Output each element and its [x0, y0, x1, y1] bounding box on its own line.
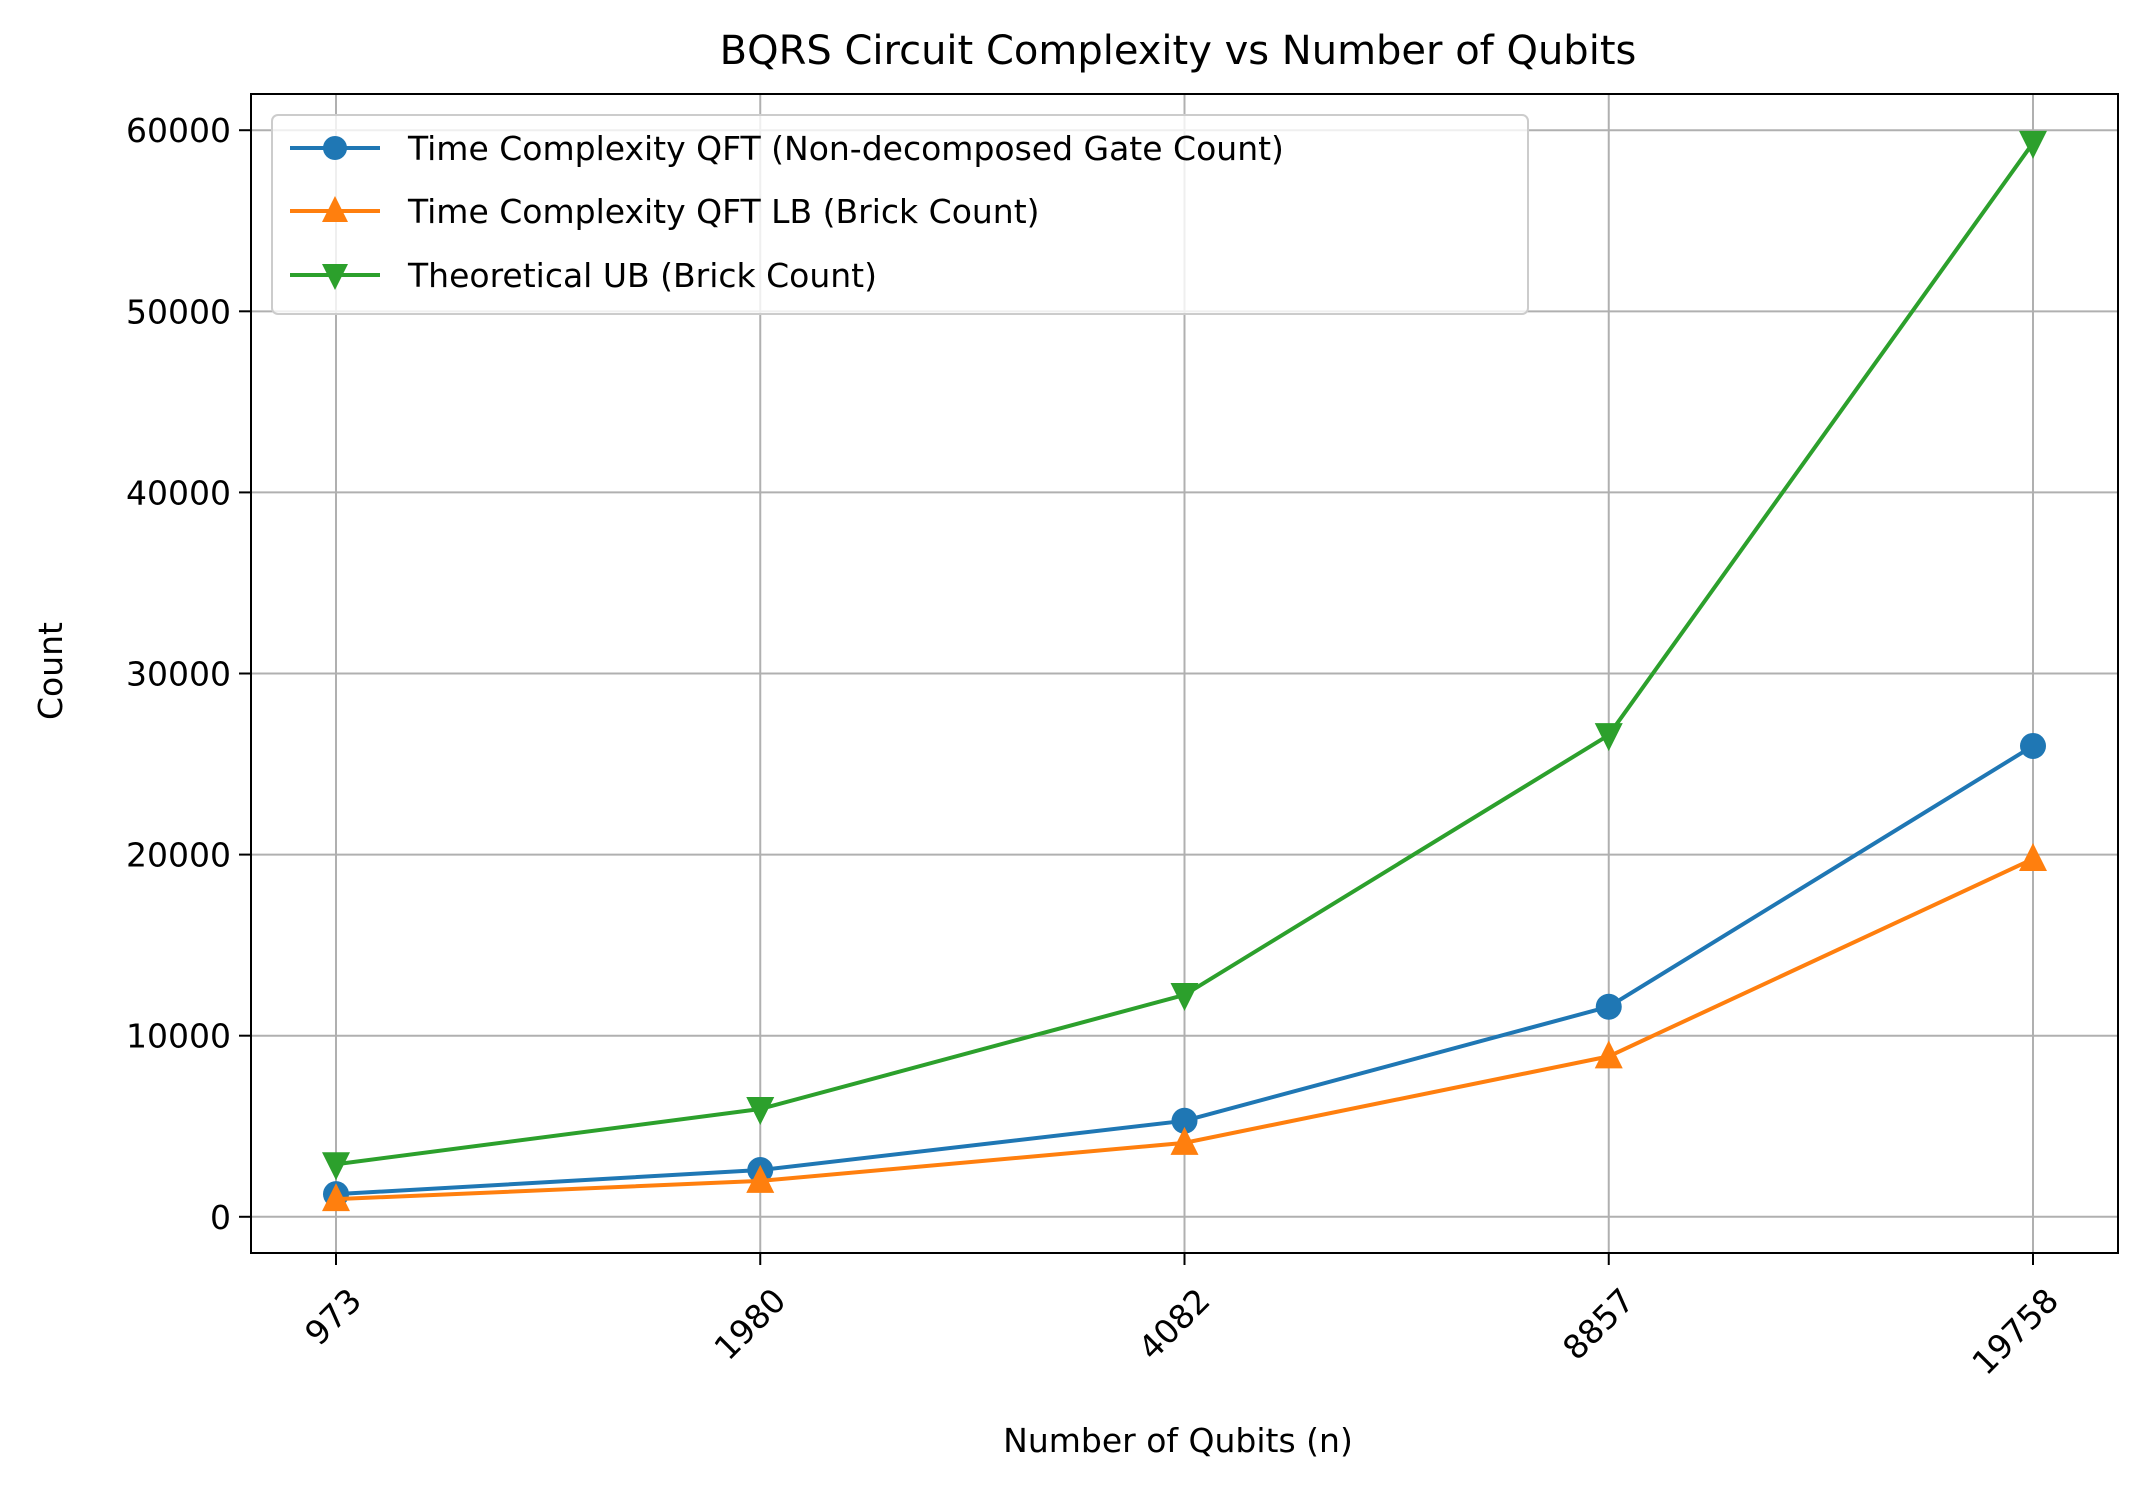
y-tick-label: 20000 — [126, 836, 231, 875]
series-group — [322, 130, 2047, 1212]
legend-marker-circle-icon — [323, 136, 347, 160]
data-point-triangle-up — [2019, 842, 2047, 871]
legend-label-qft-lb: Time Complexity QFT LB (Brick Count) — [407, 192, 1040, 231]
data-point-triangle-up — [1594, 1040, 1623, 1069]
y-axis-ticks: 0 10000 20000 30000 40000 50000 60000 — [126, 111, 251, 1237]
legend-label-theoretical-ub: Theoretical UB (Brick Count) — [407, 256, 877, 295]
y-tick-label: 50000 — [126, 292, 231, 331]
legend: Time Complexity QFT (Non-decomposed Gate… — [271, 114, 1529, 315]
x-axis-label: Number of Qubits (n) — [1003, 1421, 1353, 1460]
legend-marker-triangle-up-icon — [322, 196, 348, 222]
data-point-triangle-down — [2019, 130, 2047, 159]
data-point-triangle-up — [1170, 1126, 1199, 1155]
data-point-triangle-down — [322, 1152, 350, 1181]
data-point-triangle-up — [322, 1183, 350, 1212]
y-tick-label: 40000 — [126, 473, 231, 512]
data-point-triangle-down — [1594, 723, 1623, 752]
y-tick-label: 10000 — [126, 1017, 231, 1056]
legend-entry-theoretical-ub: Theoretical UB (Brick Count) — [290, 256, 877, 295]
data-point-circle — [2020, 732, 2046, 759]
legend-box — [271, 114, 1529, 315]
data-point-circle — [1171, 1107, 1198, 1134]
legend-entry-qft-lb: Time Complexity QFT LB (Brick Count) — [290, 192, 1040, 231]
data-point-triangle-down — [746, 1097, 775, 1126]
y-axis-label: Count — [31, 622, 70, 720]
legend-marker-triangle-down-icon — [322, 264, 348, 290]
data-point-triangle-up — [746, 1164, 775, 1193]
y-tick-label: 30000 — [126, 655, 231, 694]
chart-title: BQRS Circuit Complexity vs Number of Qub… — [720, 28, 1637, 74]
legend-label-qft-gate-count: Time Complexity QFT (Non-decomposed Gate… — [407, 129, 1284, 168]
legend-entry-qft-gate-count: Time Complexity QFT (Non-decomposed Gate… — [290, 129, 1284, 168]
data-point-triangle-down — [1170, 982, 1199, 1011]
y-tick-label: 0 — [210, 1198, 231, 1237]
y-tick-label: 60000 — [126, 111, 231, 150]
data-point-circle — [1595, 993, 1622, 1020]
